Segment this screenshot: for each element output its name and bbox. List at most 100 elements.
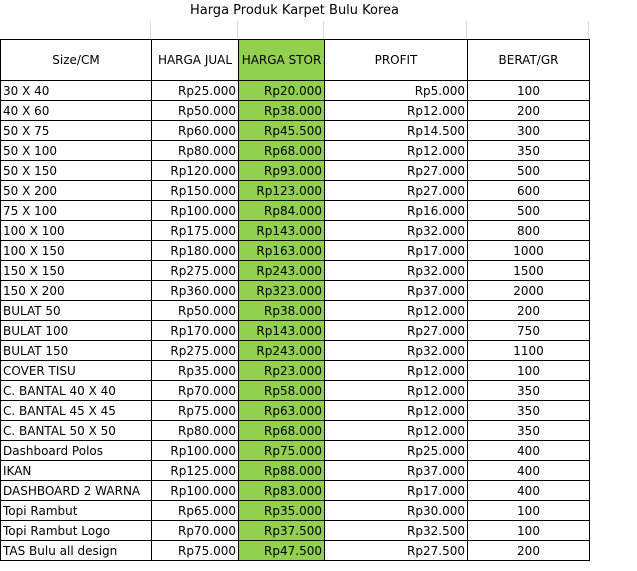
cell-size[interactable]: 150 X 150 [0, 260, 152, 281]
cell-berat[interactable]: 2000 [467, 280, 590, 301]
header-size[interactable]: Size/CM [0, 39, 152, 81]
cell-size[interactable]: 150 X 200 [0, 280, 152, 301]
cell-profit[interactable]: Rp5.000 [324, 80, 468, 101]
cell-profit[interactable]: Rp32.000 [324, 260, 468, 281]
cell-harga-jual[interactable]: Rp175.000 [151, 220, 239, 241]
cell-harga-stor[interactable]: Rp68.000 [238, 420, 325, 441]
cell-harga-jual[interactable]: Rp60.000 [151, 120, 239, 141]
cell-berat[interactable]: 1500 [467, 260, 590, 281]
cell-profit[interactable]: Rp37.000 [324, 280, 468, 301]
cell-harga-stor[interactable]: Rp23.000 [238, 360, 325, 381]
cell-harga-jual[interactable]: Rp100.000 [151, 200, 239, 221]
cell-profit[interactable]: Rp25.000 [324, 440, 468, 461]
cell-harga-stor[interactable]: Rp93.000 [238, 160, 325, 181]
cell-berat[interactable]: 350 [467, 420, 590, 441]
cell-harga-jual[interactable]: Rp100.000 [151, 480, 239, 501]
cell-profit[interactable]: Rp12.000 [324, 380, 468, 401]
cell-profit[interactable]: Rp17.000 [324, 240, 468, 261]
cell-harga-stor[interactable]: Rp20.000 [238, 80, 325, 101]
cell-berat[interactable]: 400 [467, 480, 590, 501]
cell-size[interactable]: C. BANTAL 45 X 45 [0, 400, 152, 421]
cell-harga-stor[interactable]: Rp75.000 [238, 440, 325, 461]
cell-profit[interactable]: Rp12.000 [324, 420, 468, 441]
grid-cell[interactable] [238, 21, 324, 40]
cell-size[interactable]: BULAT 50 [0, 300, 152, 321]
cell-harga-jual[interactable]: Rp65.000 [151, 500, 239, 521]
header-profit[interactable]: PROFIT [324, 39, 468, 81]
cell-profit[interactable]: Rp32.500 [324, 520, 468, 541]
cell-size[interactable]: COVER TISU [0, 360, 152, 381]
cell-size[interactable]: DASHBOARD 2 WARNA [0, 480, 152, 501]
cell-profit[interactable]: Rp27.500 [324, 540, 468, 561]
cell-profit[interactable]: Rp27.000 [324, 180, 468, 201]
cell-harga-jual[interactable]: Rp75.000 [151, 540, 239, 561]
cell-harga-stor[interactable]: Rp63.000 [238, 400, 325, 421]
header-harga-stor[interactable]: HARGA STOR [238, 39, 325, 81]
cell-profit[interactable]: Rp12.000 [324, 140, 468, 161]
cell-harga-stor[interactable]: Rp143.000 [238, 220, 325, 241]
cell-harga-jual[interactable]: Rp75.000 [151, 400, 239, 421]
cell-profit[interactable]: Rp17.000 [324, 480, 468, 501]
cell-harga-jual[interactable]: Rp50.000 [151, 300, 239, 321]
cell-harga-jual[interactable]: Rp80.000 [151, 140, 239, 161]
cell-harga-jual[interactable]: Rp275.000 [151, 260, 239, 281]
cell-size[interactable]: 100 X 150 [0, 240, 152, 261]
cell-harga-stor[interactable]: Rp68.000 [238, 140, 325, 161]
cell-harga-stor[interactable]: Rp83.000 [238, 480, 325, 501]
cell-harga-jual[interactable]: Rp70.000 [151, 380, 239, 401]
grid-cell[interactable] [467, 21, 589, 40]
cell-size[interactable]: Topi Rambut [0, 500, 152, 521]
cell-harga-jual[interactable]: Rp125.000 [151, 460, 239, 481]
cell-size[interactable]: IKAN [0, 460, 152, 481]
cell-harga-jual[interactable]: Rp275.000 [151, 340, 239, 361]
cell-profit[interactable]: Rp27.000 [324, 160, 468, 181]
cell-size[interactable]: TAS Bulu all design [0, 540, 152, 561]
cell-harga-stor[interactable]: Rp47.500 [238, 540, 325, 561]
cell-profit[interactable]: Rp27.000 [324, 320, 468, 341]
header-berat[interactable]: BERAT/GR [467, 39, 590, 81]
cell-profit[interactable]: Rp16.000 [324, 200, 468, 221]
cell-size[interactable]: 50 X 100 [0, 140, 152, 161]
cell-harga-stor[interactable]: Rp37.500 [238, 520, 325, 541]
cell-harga-stor[interactable]: Rp123.000 [238, 180, 325, 201]
cell-berat[interactable]: 800 [467, 220, 590, 241]
cell-profit[interactable]: Rp30.000 [324, 500, 468, 521]
cell-harga-jual[interactable]: Rp170.000 [151, 320, 239, 341]
cell-berat[interactable]: 200 [467, 540, 590, 561]
cell-berat[interactable]: 350 [467, 380, 590, 401]
grid-cell[interactable] [0, 21, 151, 40]
cell-berat[interactable]: 400 [467, 440, 590, 461]
cell-size[interactable]: 40 X 60 [0, 100, 152, 121]
cell-size[interactable]: 50 X 150 [0, 160, 152, 181]
cell-berat[interactable]: 200 [467, 100, 590, 121]
cell-size[interactable]: C. BANTAL 40 X 40 [0, 380, 152, 401]
cell-size[interactable]: 75 X 100 [0, 200, 152, 221]
cell-harga-stor[interactable]: Rp84.000 [238, 200, 325, 221]
cell-size[interactable]: 50 X 75 [0, 120, 152, 141]
cell-harga-jual[interactable]: Rp120.000 [151, 160, 239, 181]
cell-harga-stor[interactable]: Rp35.000 [238, 500, 325, 521]
cell-size[interactable]: 100 X 100 [0, 220, 152, 241]
cell-harga-stor[interactable]: Rp243.000 [238, 340, 325, 361]
cell-berat[interactable]: 1000 [467, 240, 590, 261]
cell-harga-jual[interactable]: Rp180.000 [151, 240, 239, 261]
cell-harga-jual[interactable]: Rp150.000 [151, 180, 239, 201]
cell-harga-jual[interactable]: Rp70.000 [151, 520, 239, 541]
cell-berat[interactable]: 750 [467, 320, 590, 341]
cell-size[interactable]: Topi Rambut Logo [0, 520, 152, 541]
cell-size[interactable]: 50 X 200 [0, 180, 152, 201]
cell-harga-jual[interactable]: Rp360.000 [151, 280, 239, 301]
cell-harga-stor[interactable]: Rp323.000 [238, 280, 325, 301]
cell-berat[interactable]: 500 [467, 160, 590, 181]
cell-size[interactable]: BULAT 100 [0, 320, 152, 341]
cell-berat[interactable]: 350 [467, 140, 590, 161]
cell-size[interactable]: BULAT 150 [0, 340, 152, 361]
cell-harga-stor[interactable]: Rp58.000 [238, 380, 325, 401]
cell-profit[interactable]: Rp12.000 [324, 100, 468, 121]
cell-berat[interactable]: 350 [467, 400, 590, 421]
cell-berat[interactable]: 100 [467, 360, 590, 381]
cell-harga-jual[interactable]: Rp25.000 [151, 80, 239, 101]
cell-berat[interactable]: 100 [467, 520, 590, 541]
cell-harga-stor[interactable]: Rp163.000 [238, 240, 325, 261]
cell-profit[interactable]: Rp32.000 [324, 340, 468, 361]
